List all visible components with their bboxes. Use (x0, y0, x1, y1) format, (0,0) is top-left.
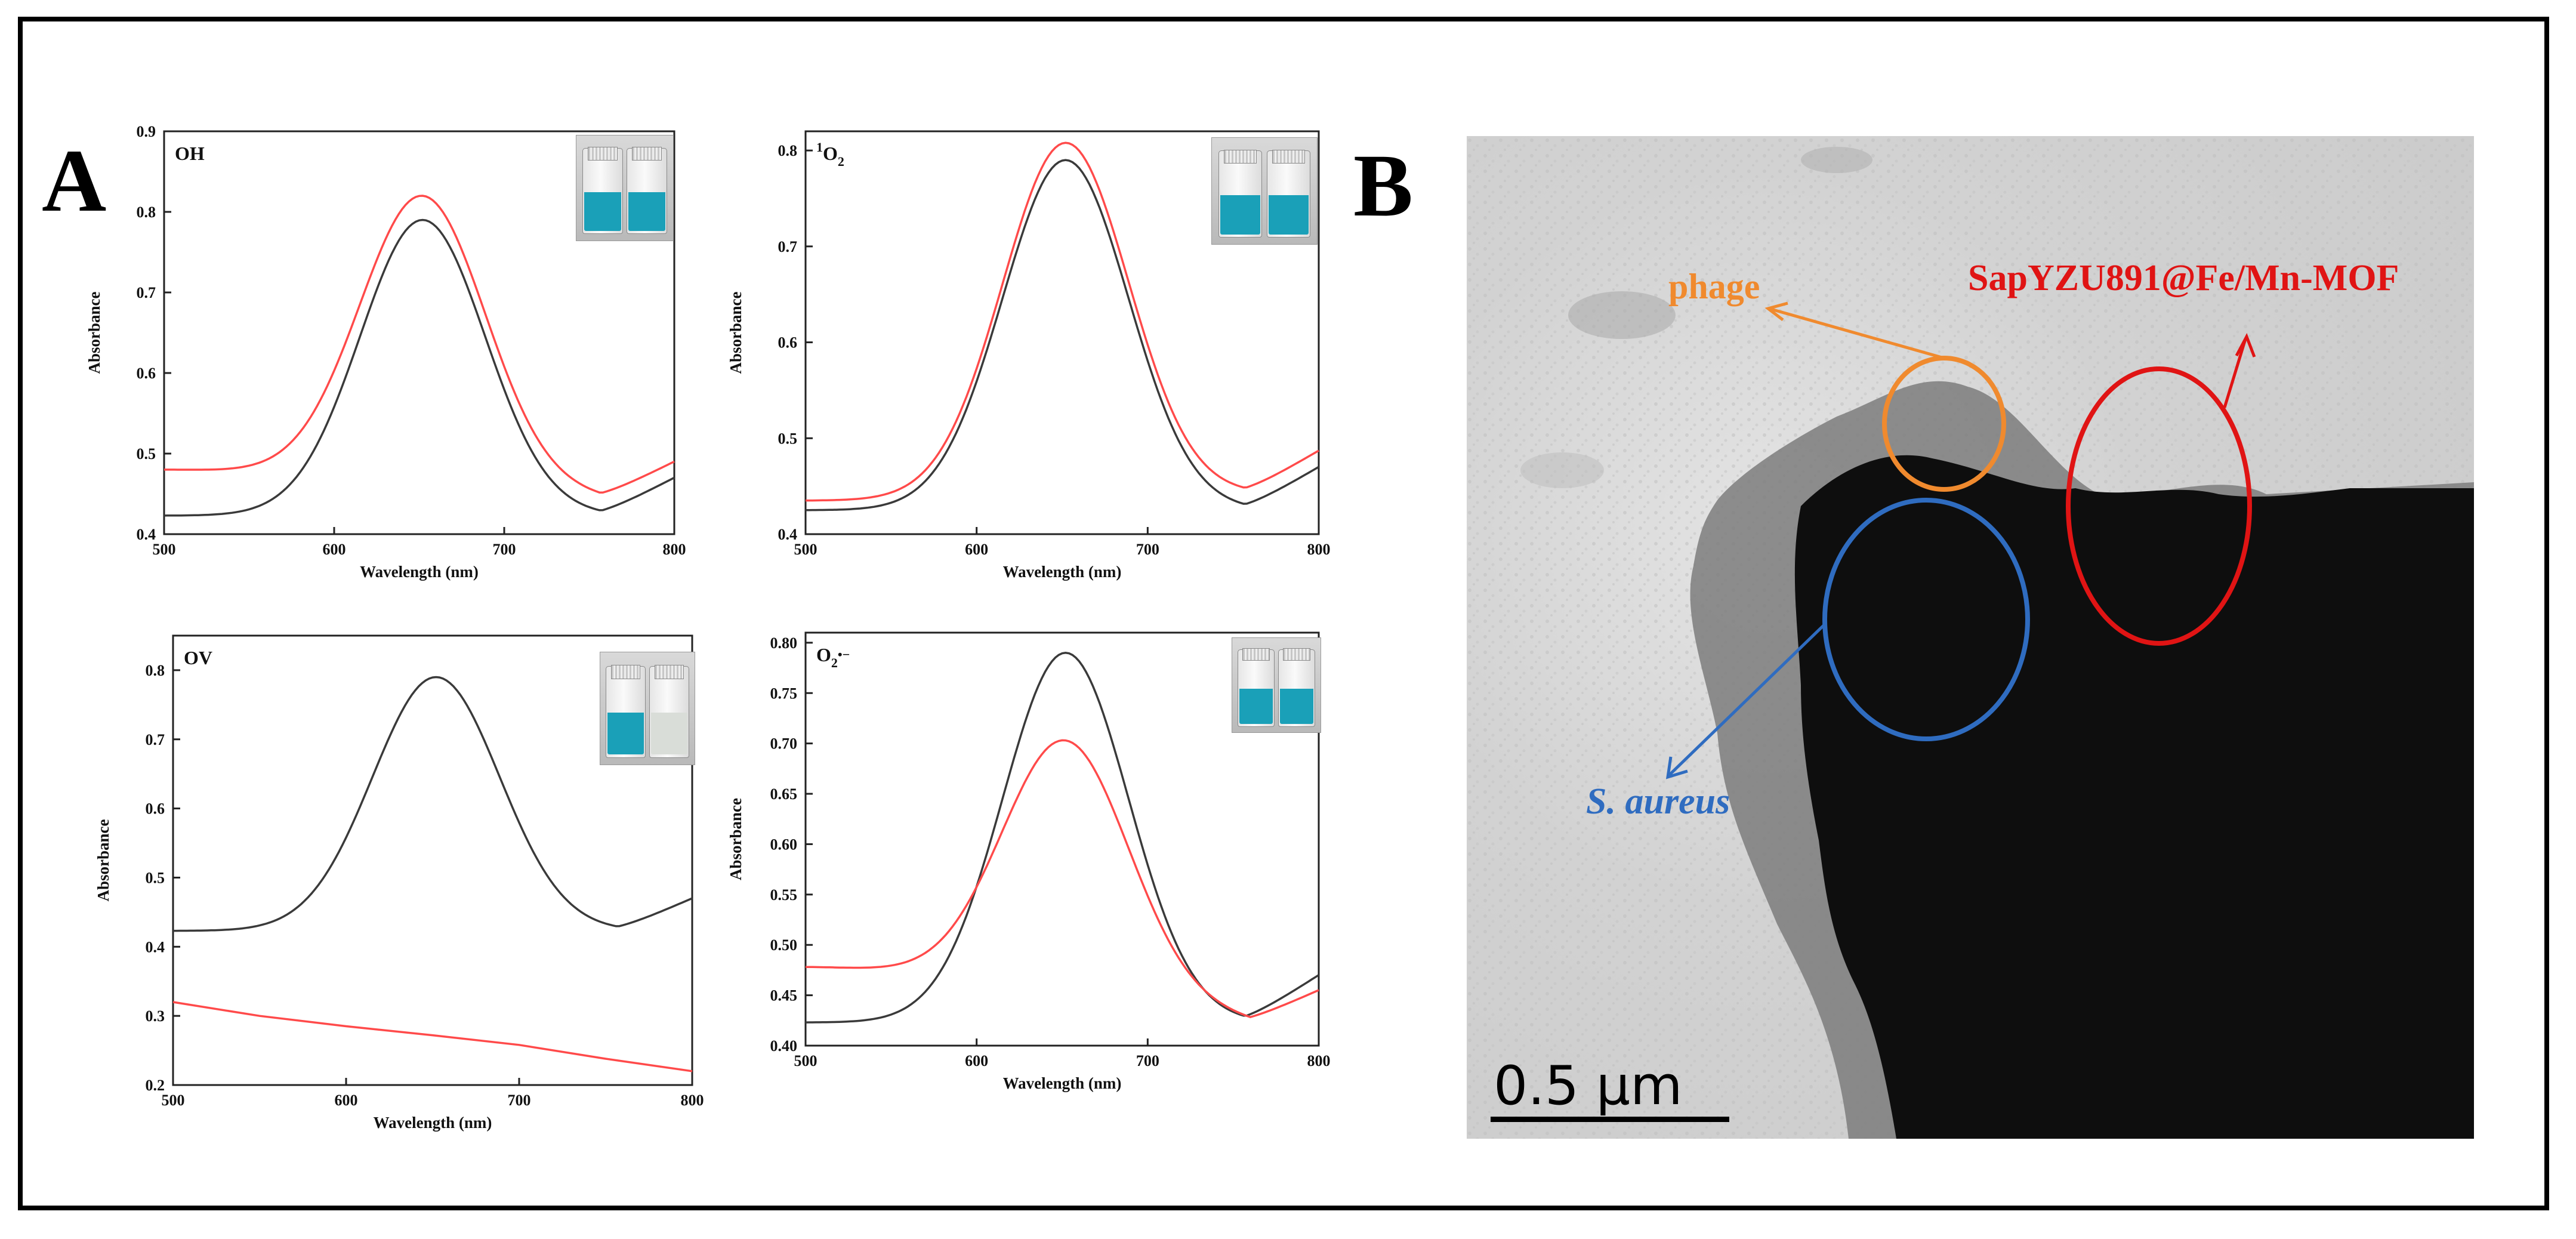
mof-label: SapYZU891@Fe/Mn-MOF (1968, 258, 2399, 298)
scale-bar (1491, 1117, 1729, 1122)
vial-liquid-blue (1279, 689, 1314, 724)
aureus-arrow-head (1665, 756, 1688, 779)
vial-cap (1242, 648, 1270, 661)
phage-arrow-head (1764, 301, 1788, 321)
vial-bottle (1278, 648, 1316, 727)
vial-photo-singlet-oxygen (1211, 137, 1318, 245)
vial-liquid-blue (1239, 689, 1273, 724)
vial-liquid-blue (607, 713, 644, 755)
tem-micrograph: phage S. aureus SapYZU891@Fe/Mn-MOF 0.5 … (1467, 136, 2474, 1139)
mof-arrow-head (2235, 332, 2256, 357)
vial-photo-ov (600, 652, 695, 765)
vial-cap (632, 147, 662, 161)
vial-bottle (606, 664, 646, 758)
vial-cap (1224, 149, 1257, 164)
vial-liquid-clear (651, 713, 687, 755)
vial-cap (611, 664, 641, 679)
phage-label: phage (1668, 267, 1760, 306)
vial-cap (1283, 648, 1310, 661)
vial-cap (654, 664, 684, 679)
panel-label-a: A (42, 131, 107, 230)
vial-photo-superoxide (1232, 637, 1321, 733)
aureus-circle (1822, 498, 2030, 741)
aureus-label: S. aureus (1586, 781, 1730, 822)
vial-bottle (1266, 149, 1311, 238)
vial-cap (1272, 149, 1305, 164)
vial-liquid-blue (584, 192, 621, 232)
mof-arrow-line (2223, 338, 2247, 408)
vial-bottle (627, 147, 668, 235)
vial-liquid-blue (628, 192, 666, 232)
vial-photo-oh (576, 135, 674, 241)
aureus-arrow-line (1668, 624, 1825, 776)
vial-bottle (1218, 149, 1263, 238)
tem-debris (1801, 147, 1872, 173)
vial-liquid-blue (1268, 195, 1309, 235)
vial-bottle (582, 147, 623, 235)
vial-bottle (649, 664, 689, 758)
mof-circle (2066, 366, 2252, 646)
phage-arrow-line (1770, 307, 1945, 360)
tem-image: phage S. aureus SapYZU891@Fe/Mn-MOF 0.5 … (1467, 136, 2474, 1139)
bacterium-body (1794, 455, 2474, 1139)
tem-debris (1568, 291, 1676, 339)
scale-bar-label: 0.5 μm (1494, 1055, 1683, 1117)
vial-cap (587, 147, 618, 161)
tem-debris (1520, 452, 1604, 488)
panel-label-b: B (1353, 136, 1414, 235)
vial-liquid-blue (1220, 195, 1261, 235)
vial-bottle (1237, 648, 1275, 727)
